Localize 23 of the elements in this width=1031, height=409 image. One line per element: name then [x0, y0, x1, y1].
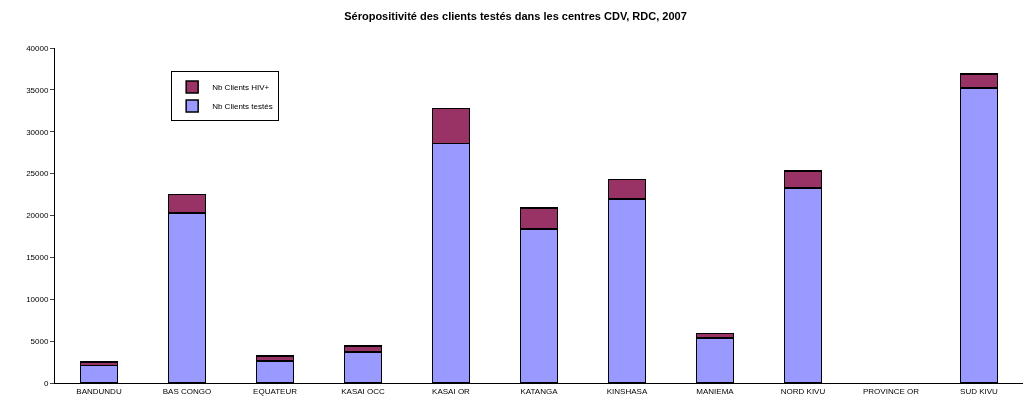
x-tick-label: EQUATEUR: [253, 386, 298, 396]
y-tick-label: 40000: [26, 43, 49, 53]
y-tick-label: 25000: [26, 169, 49, 179]
y-tick-label: 10000: [26, 295, 49, 305]
x-tick-label: BAS CONGO: [162, 386, 212, 396]
x-tick-label: KASAI OR: [432, 386, 471, 396]
y-tick-label: 0: [43, 378, 49, 388]
y-tick-label: 20000: [26, 211, 49, 221]
chart-title: Séropositivité des clients testés dans les centres CDV, RDC, 2007: [344, 9, 687, 22]
x-tick-label: PROVINCE OR: [862, 386, 920, 396]
y-tick-label: 5000: [30, 336, 49, 346]
x-tick-label: KASAI OCC: [341, 386, 385, 396]
x-tick-label: KATANGA: [520, 386, 559, 396]
x-tick-label: MANIEMA: [696, 386, 735, 396]
y-tick-label: 35000: [26, 85, 49, 95]
y-tick-label: 15000: [26, 253, 49, 263]
legend-label: Nb Clients HIV+: [212, 83, 270, 93]
x-tick-label: KINSHASA: [606, 386, 648, 396]
x-tick-label: SUD KIVU: [960, 386, 999, 396]
legend-label: Nb Clients testés: [212, 102, 273, 112]
y-tick-label: 30000: [26, 127, 49, 137]
x-tick-label: NORD KIVU: [780, 386, 826, 396]
x-tick-label: BANDUNDU: [76, 386, 122, 396]
